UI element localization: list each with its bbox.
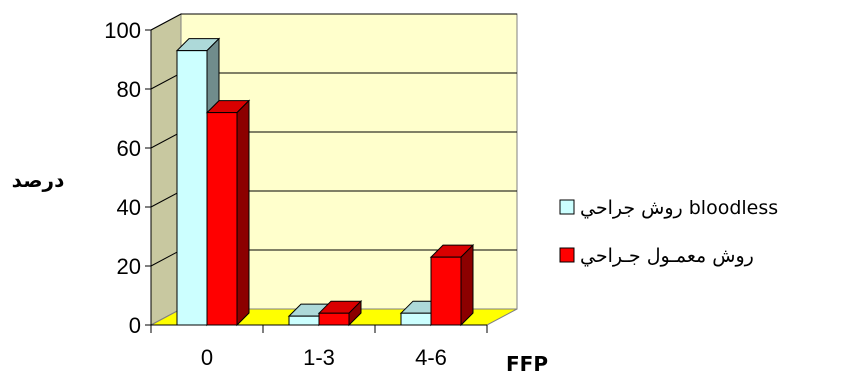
y-tick-label: 60 [117,136,141,161]
x-tick-label: 4-6 [415,345,447,370]
bars [175,37,475,327]
bar-front [318,312,350,326]
legend-swatch [559,199,575,215]
y-tick-label: 80 [117,77,141,102]
y-tick-label: 100 [104,18,141,43]
y-axis-title: درصد [12,168,65,192]
bar [429,243,475,327]
x-tick-label: 1-3 [303,345,335,370]
legend-item: روش جراحي bloodless [559,197,778,219]
legend-label: روش جراحي bloodless [580,197,778,219]
y-tick-label: 20 [117,254,141,279]
y-tick-label: 0 [129,313,141,338]
legend: روش جراحي bloodless روش معمـول جـراحي [559,197,778,267]
x-tick-labels: 0 1-3 4-6 [201,345,447,370]
y-tick-label: 40 [117,195,141,220]
bar-front [206,112,238,326]
bar [205,99,251,327]
x-tick-label: 0 [201,345,213,370]
bar-side [460,243,474,327]
bar-front [430,256,462,326]
gridline [150,13,517,31]
bar-side [236,99,250,327]
bar-front [176,50,208,326]
legend-swatch [559,247,575,263]
y-tick-labels: 0 20 40 60 80 100 [104,18,141,338]
bar-front [400,312,432,326]
bar-front [288,315,320,326]
legend-item: روش معمـول جـراحي [559,245,754,267]
axes [145,29,488,333]
x-axis-title: FFP [506,352,548,376]
legend-label: روش معمـول جـراحي [580,245,754,267]
